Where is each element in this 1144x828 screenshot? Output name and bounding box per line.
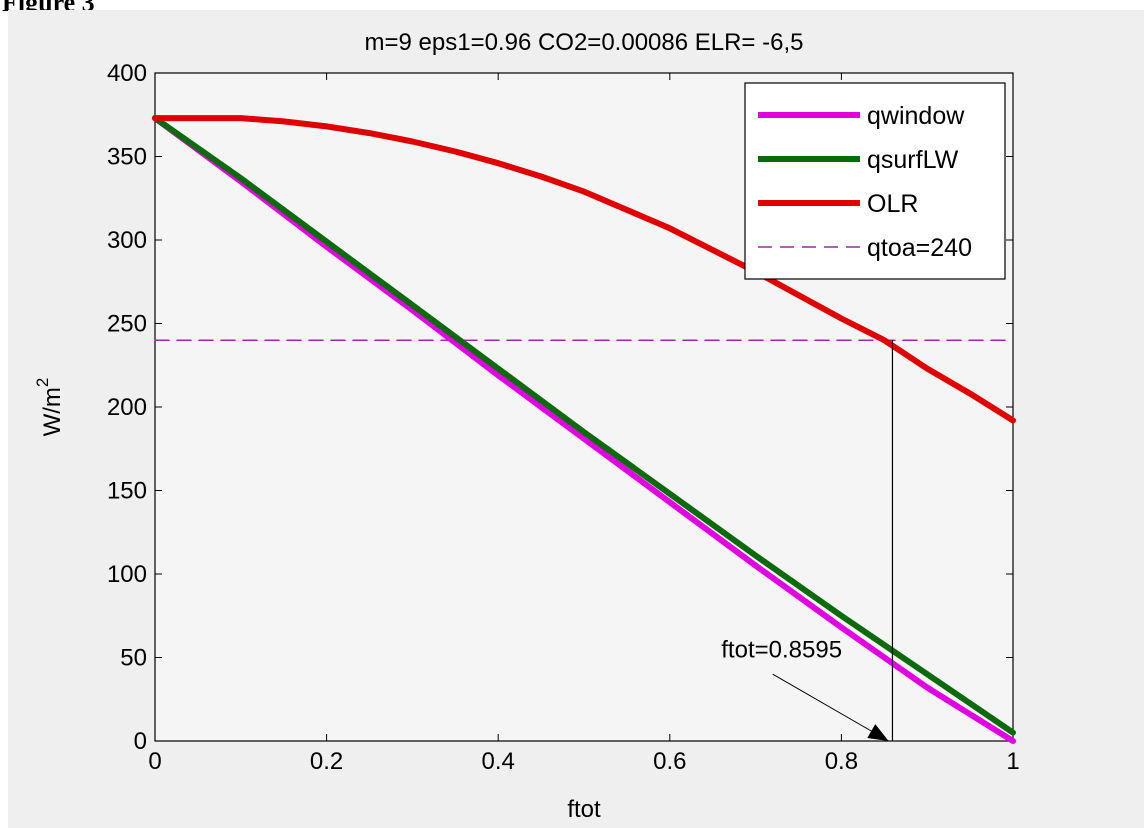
y-tick-label: 350 [107, 144, 147, 171]
x-tick-label: 0.8 [825, 748, 858, 775]
y-tick-label: 50 [120, 645, 147, 672]
y-tick-label: 0 [134, 728, 147, 755]
legend-label: OLR [867, 190, 918, 218]
legend-label: qsurfLW [867, 146, 959, 174]
y-axis-label-base: W/m [39, 387, 66, 436]
annotation-text: ftot=0.8595 [721, 637, 842, 664]
x-tick-label: 0.2 [310, 748, 343, 775]
y-axis-label-superscript: 2 [33, 378, 52, 387]
annotation-layer: ftot=0.8595 [721, 340, 894, 742]
x-tick-label: 0 [148, 748, 161, 775]
x-axis-label: ftot [567, 796, 601, 823]
y-tick-label: 150 [107, 478, 147, 505]
chart-title: m=9 eps1=0.96 CO2=0.00086 ELR= -6,5 [365, 29, 804, 56]
series-layer [152, 115, 1016, 744]
annotation-arrow-head [867, 724, 889, 741]
x-tick-label: 0.4 [482, 748, 515, 775]
y-tick-label: 300 [107, 227, 147, 254]
annotation-arrow-shaft [772, 673, 889, 742]
legend: qwindow qsurfLW OLR qtoa=240 [744, 82, 1006, 280]
line-chart: 0 0.2 0.4 0.6 0.8 1 0 50 100 150 200 250 300 350 400 f… [33, 29, 1020, 823]
y-tick-label: 250 [107, 311, 147, 338]
x-tick-label: 1 [1006, 748, 1019, 775]
series-line-qwindow [152, 115, 1016, 744]
axes: 0 0.2 0.4 0.6 0.8 1 0 50 100 150 200 250 300 350 400 [107, 60, 1020, 775]
series-line-qsurflw [152, 115, 1016, 736]
y-axis-label: W/m2 [33, 378, 66, 437]
series-line-olr [152, 115, 1016, 424]
x-tick-label: 0.6 [653, 748, 686, 775]
y-tick-label: 400 [107, 60, 147, 87]
y-tick-label: 200 [107, 394, 147, 421]
y-tick-label: 100 [107, 561, 147, 588]
figure-window: 0 0.2 0.4 0.6 0.8 1 0 50 100 150 200 250 300 350 400 f… [8, 10, 1144, 828]
legend-label: qwindow [867, 102, 965, 130]
legend-label: qtoa=240 [867, 234, 972, 262]
